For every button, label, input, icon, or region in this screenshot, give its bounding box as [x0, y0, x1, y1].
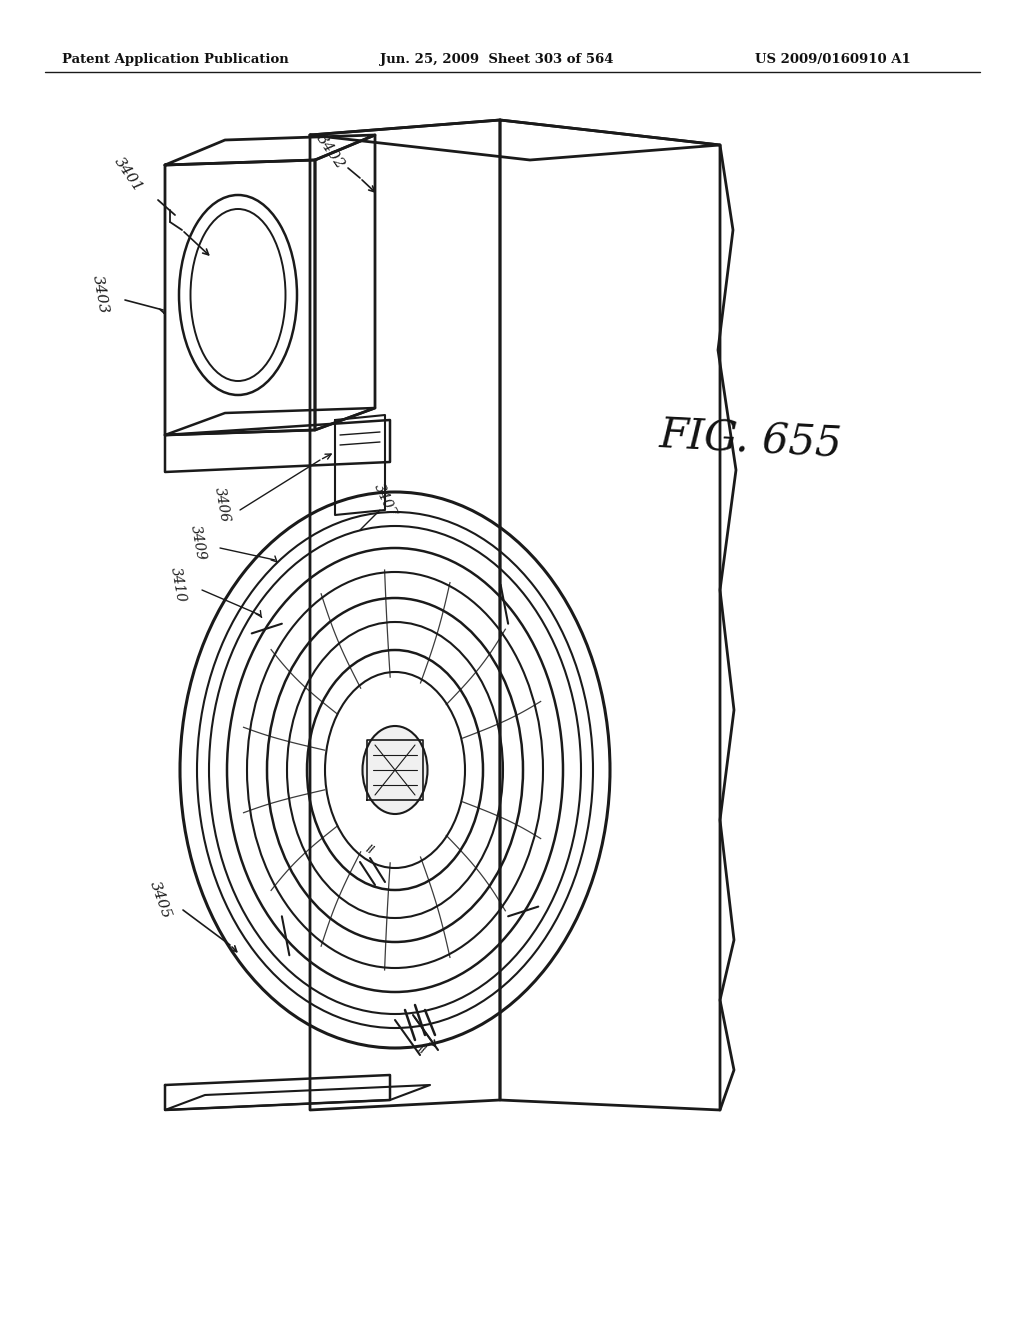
Text: Jun. 25, 2009  Sheet 303 of 564: Jun. 25, 2009 Sheet 303 of 564 — [380, 54, 613, 66]
Ellipse shape — [362, 726, 427, 814]
Text: 3405: 3405 — [146, 879, 173, 921]
Text: 3407: 3407 — [371, 480, 398, 519]
Text: Patent Application Publication: Patent Application Publication — [62, 54, 289, 66]
Text: II: II — [362, 842, 376, 858]
Text: FIG. 655: FIG. 655 — [658, 414, 843, 466]
Text: 3401: 3401 — [111, 154, 145, 195]
Text: 3406: 3406 — [212, 486, 232, 524]
Text: US 2009/0160910 A1: US 2009/0160910 A1 — [755, 54, 910, 66]
Text: 3409: 3409 — [188, 524, 208, 562]
Text: 3403: 3403 — [90, 275, 111, 315]
Text: 3410: 3410 — [168, 566, 188, 603]
Text: II: II — [415, 1043, 428, 1057]
Text: 3402: 3402 — [313, 132, 347, 172]
